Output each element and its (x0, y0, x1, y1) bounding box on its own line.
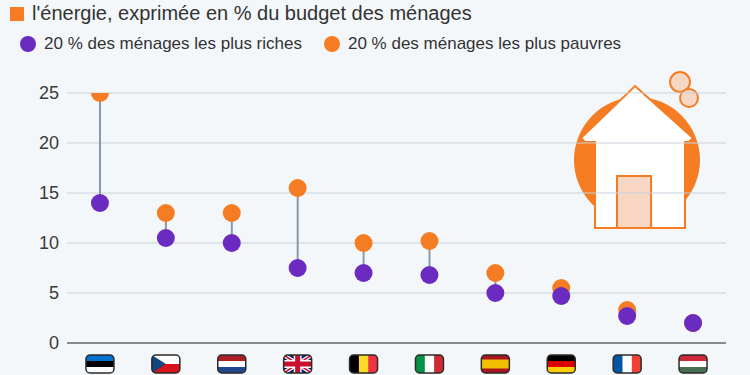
svg-text:5: 5 (49, 283, 59, 303)
svg-text:20: 20 (39, 133, 59, 153)
html-text:20 % des ménages les plus rich: 20 % des ménages les plus riches (44, 34, 302, 53)
html-text:l'énergie, exprimée en % du bu: l'énergie, exprimée en % du budget des m… (32, 2, 472, 24)
html-text:20 % des ménages les plus pauv: 20 % des ménages les plus pauvres (348, 34, 622, 53)
svg-text:0: 0 (49, 333, 59, 353)
svg-text:25: 25 (39, 83, 59, 103)
svg-text:10: 10 (39, 233, 59, 253)
svg-text:15: 15 (39, 183, 59, 203)
